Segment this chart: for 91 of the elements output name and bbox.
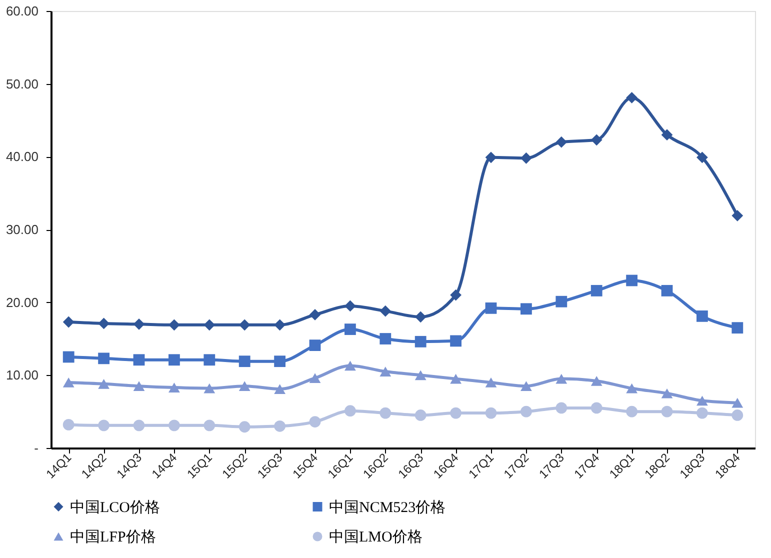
point (590, 376, 602, 386)
point (344, 324, 356, 335)
point (485, 407, 497, 419)
point (661, 406, 673, 418)
y-tick-label: 20.00 (6, 294, 38, 310)
legend-label: 中国LFP价格 (70, 528, 156, 546)
point (380, 366, 392, 376)
point (450, 374, 462, 384)
point (238, 356, 250, 368)
point (168, 420, 180, 432)
point (556, 402, 568, 414)
point (168, 382, 180, 392)
point (626, 406, 638, 418)
point (414, 311, 426, 323)
point (450, 289, 462, 301)
point (98, 352, 110, 364)
legend-label: 中国LMO价格 (329, 528, 422, 546)
y-tick-label: 40.00 (6, 149, 38, 164)
point (309, 373, 321, 384)
point (204, 420, 216, 432)
point (590, 402, 602, 414)
point (380, 333, 392, 344)
y-tick-label: 30.00 (6, 222, 38, 237)
y-tick-label: 10.00 (6, 368, 38, 383)
point (62, 378, 74, 388)
y-tick-label: 60.00 (6, 4, 38, 18)
point (380, 305, 392, 317)
point (238, 319, 250, 331)
point (274, 384, 286, 394)
point (98, 378, 110, 389)
point (661, 284, 673, 296)
point (556, 296, 568, 308)
point (661, 388, 673, 398)
point (414, 410, 426, 421)
point (485, 152, 497, 164)
point (62, 419, 74, 430)
point (204, 319, 216, 331)
point (556, 136, 568, 148)
point (62, 316, 74, 328)
point (309, 309, 321, 320)
y-tick-label: 50.00 (6, 76, 38, 92)
point (274, 319, 286, 331)
point (732, 210, 744, 222)
point (485, 302, 497, 314)
point (133, 381, 145, 392)
point (696, 152, 708, 164)
point (590, 134, 602, 146)
point (696, 396, 708, 406)
legend-label: 中国NCM523价格 (329, 498, 446, 516)
point (238, 381, 250, 392)
point (520, 406, 532, 418)
point (414, 370, 426, 380)
point (98, 420, 110, 432)
point (133, 318, 145, 330)
point (62, 351, 74, 363)
point (626, 274, 638, 286)
y-tick-label: - (34, 440, 38, 456)
point (274, 420, 286, 432)
point (168, 319, 180, 331)
legend-label: 中国LCO价格 (70, 498, 160, 516)
point (380, 407, 392, 419)
point (344, 300, 356, 312)
point (520, 303, 532, 315)
point (168, 354, 180, 366)
point (485, 378, 497, 388)
point (133, 354, 145, 366)
point (98, 318, 110, 330)
point (274, 356, 286, 368)
point (732, 322, 744, 334)
point (309, 340, 321, 352)
point (626, 92, 638, 104)
point (204, 383, 216, 394)
point (696, 310, 708, 322)
point (204, 354, 216, 366)
point (238, 421, 250, 433)
point (450, 335, 462, 347)
point (696, 407, 708, 419)
point (732, 398, 744, 408)
point (661, 129, 673, 141)
point (520, 152, 532, 164)
point (309, 416, 321, 428)
point (626, 383, 638, 394)
point (344, 360, 356, 371)
point (520, 381, 532, 392)
point (414, 336, 426, 348)
point (732, 410, 744, 421)
point (590, 284, 602, 296)
point (556, 374, 568, 384)
point (450, 407, 462, 419)
point (344, 405, 356, 417)
point (133, 420, 145, 432)
